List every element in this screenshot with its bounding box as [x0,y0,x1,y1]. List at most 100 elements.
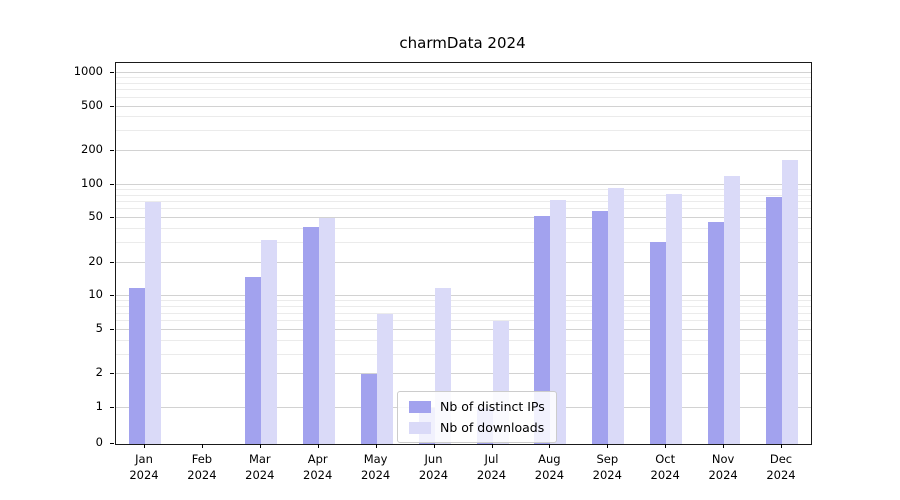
y-tick-mark [110,217,114,219]
x-tick-mark [723,444,725,448]
minor-gridline [116,300,811,302]
x-tick-label-apr: Apr 2024 [303,452,333,482]
major-gridline [116,328,811,330]
y-tick-label-200: 200 [81,142,103,157]
x-tick-label-mar: Mar 2024 [245,452,275,482]
y-tick-mark [110,295,114,297]
bar-dec-downloads [782,160,798,444]
minor-gridline [116,116,811,118]
minor-gridline [116,201,811,202]
major-gridline [116,183,811,185]
major-gridline [116,373,811,375]
major-gridline [116,217,811,219]
bar-dec-distinct-ips [766,197,782,444]
y-tick-label-5: 5 [95,320,103,335]
bar-mar-downloads [260,239,277,444]
bar-nov-distinct-ips [708,222,725,444]
x-tick-mark [781,444,782,448]
minor-gridline [116,228,811,230]
legend-swatch-downloads [409,421,431,434]
minor-gridline [116,320,811,322]
y-tick-mark [110,407,114,408]
x-tick-mark [665,444,667,448]
minor-gridline [116,130,811,132]
minor-gridline [116,339,811,341]
y-tick-label-50: 50 [88,209,103,224]
minor-gridline [116,353,811,355]
x-tick-label-nov: Nov 2024 [708,452,738,482]
x-tick-label-sep: Sep 2024 [592,452,622,482]
y-tick-label-2: 2 [95,365,103,380]
legend-swatch-distinct-ips [409,400,431,413]
bar-sep-distinct-ips [592,211,609,444]
minor-gridline [116,194,811,196]
minor-gridline [116,82,811,84]
x-tick-mark [201,444,203,448]
major-gridline [116,295,811,297]
bar-oct-downloads [666,194,683,444]
y-tick-mark [110,150,114,152]
y-tick-mark [110,183,114,185]
x-tick-label-dec: Dec 2024 [766,452,796,482]
x-tick-label-oct: Oct 2024 [650,452,680,482]
legend-label-downloads: Nb of downloads [440,420,545,435]
minor-gridline [116,208,811,210]
y-tick-mark [110,105,114,107]
minor-gridline [116,89,811,91]
y-tick-mark [110,72,114,73]
bar-sep-downloads [608,188,625,444]
y-tick-mark [110,443,114,444]
x-tick-mark [549,444,551,448]
chart-title: charmData 2024 [399,34,526,52]
x-tick-label-may: May 2024 [360,452,391,482]
y-tick-mark [110,261,114,263]
x-tick-mark [375,444,377,448]
legend: Nb of distinct IPs Nb of downloads [397,391,557,443]
x-tick-label-jul: Jul 2024 [476,452,507,482]
bar-may-downloads [376,313,393,444]
y-tick-label-1: 1 [95,399,103,413]
y-tick-mark [110,373,114,375]
x-tick-mark [607,444,609,448]
x-tick-label-feb: Feb 2024 [187,452,217,482]
x-tick-mark [433,444,435,448]
plot-area [115,62,812,445]
x-tick-mark [144,444,145,448]
x-tick-label-jun: Jun 2024 [418,452,449,482]
bar-jan-distinct-ips [129,287,145,444]
bar-aug-downloads [550,199,567,444]
x-tick-label-aug: Aug 2024 [534,452,565,482]
legend-item-distinct-ips: Nb of distinct IPs [409,399,545,414]
bar-oct-distinct-ips [650,241,667,444]
bar-jan-downloads [145,202,161,444]
minor-gridline [116,96,811,98]
y-tick-label-10: 10 [88,287,103,302]
major-gridline [116,72,811,73]
major-gridline [116,105,811,107]
y-tick-label-500: 500 [81,97,103,112]
major-gridline [116,261,811,263]
minor-gridline [116,312,811,314]
y-tick-label-0: 0 [95,435,103,449]
bar-apr-distinct-ips [302,226,319,444]
x-tick-mark [259,444,261,448]
x-tick-mark [317,444,319,448]
minor-gridline [116,188,811,190]
legend-item-downloads: Nb of downloads [409,420,545,435]
y-tick-label-1000: 1000 [73,64,103,78]
major-gridline [116,150,811,152]
bar-aug-distinct-ips [534,216,551,444]
minor-gridline [116,77,811,79]
bar-mar-distinct-ips [244,276,261,444]
x-tick-label-jan: Jan 2024 [129,452,159,482]
bar-nov-downloads [724,175,741,444]
y-tick-label-100: 100 [81,175,103,190]
bar-may-distinct-ips [360,374,377,444]
y-tick-label-20: 20 [88,253,103,268]
minor-gridline [116,242,811,244]
legend-label-distinct-ips: Nb of distinct IPs [440,399,545,414]
y-tick-mark [110,328,114,330]
x-tick-mark [491,444,493,448]
bar-apr-downloads [318,218,335,444]
